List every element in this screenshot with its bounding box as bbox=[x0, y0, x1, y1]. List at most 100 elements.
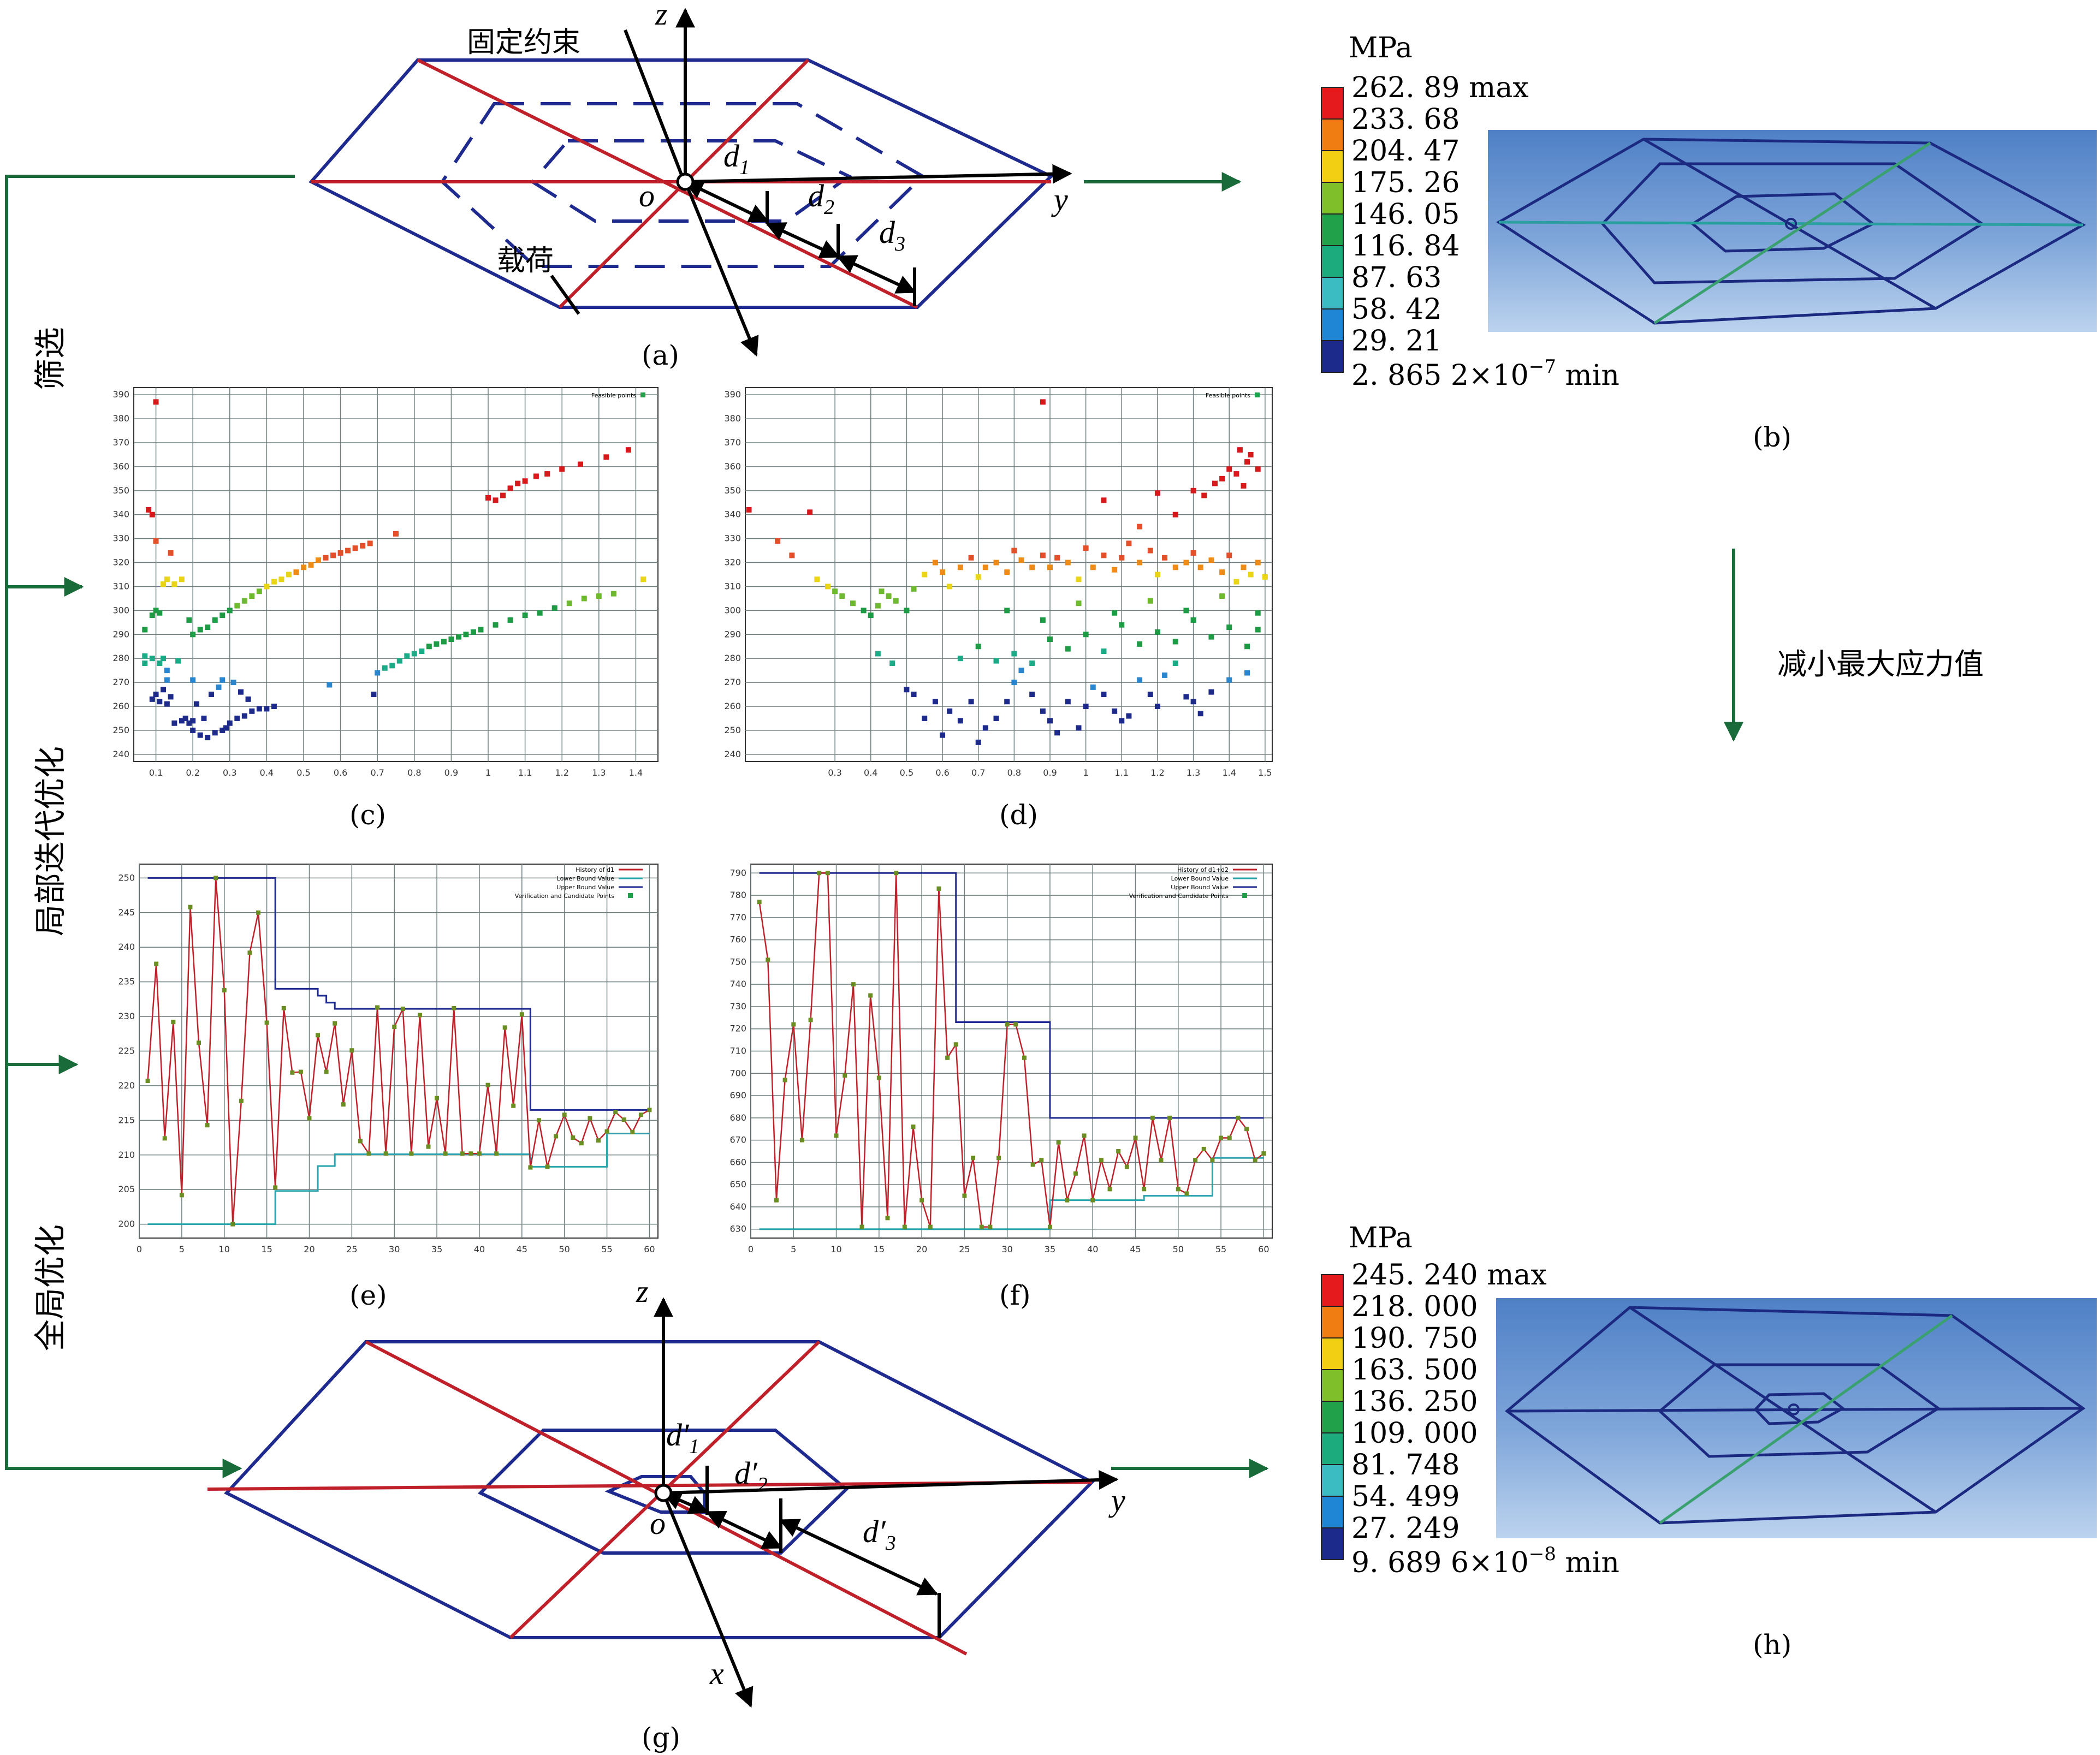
scatter-point bbox=[1172, 564, 1178, 570]
candidate-point bbox=[298, 1069, 303, 1074]
y-tick-label: 260 bbox=[112, 701, 129, 711]
candidate-point bbox=[1253, 1158, 1257, 1163]
scatter-point bbox=[640, 576, 646, 582]
scatter-point bbox=[968, 699, 974, 705]
scatter-point bbox=[201, 715, 207, 721]
candidate-point bbox=[162, 1136, 167, 1141]
scatter-point bbox=[1262, 574, 1268, 580]
scatter-point bbox=[1137, 523, 1143, 530]
x-tick-label: 1.2 bbox=[1150, 768, 1164, 778]
colorbar-cell bbox=[1321, 1432, 1344, 1465]
colorbar-cell bbox=[1321, 150, 1344, 183]
scatter-point bbox=[1112, 567, 1118, 573]
x-tick-label: 0.6 bbox=[935, 768, 949, 778]
x-tick-label: 20 bbox=[304, 1244, 315, 1254]
x-tick-label: 0.1 bbox=[149, 768, 163, 778]
x-tick-label: 55 bbox=[601, 1244, 612, 1254]
scatter-point bbox=[1162, 555, 1168, 561]
x-tick-label: 1.3 bbox=[1187, 768, 1200, 778]
candidate-point bbox=[494, 1151, 499, 1156]
y-tick-label: 330 bbox=[724, 533, 741, 544]
stress-map-h bbox=[1496, 1298, 2097, 1538]
candidate-point bbox=[1133, 1135, 1138, 1140]
y-tick-label: 200 bbox=[118, 1219, 135, 1229]
colorbar-b bbox=[1321, 87, 1344, 373]
scatter-point bbox=[161, 581, 167, 587]
load-label: 载荷 bbox=[497, 245, 554, 277]
scatter-point bbox=[1047, 564, 1053, 570]
x-tick-label: 25 bbox=[346, 1244, 357, 1254]
candidate-point bbox=[962, 1193, 967, 1198]
colorbar-cell bbox=[1321, 340, 1344, 373]
scatter-point bbox=[522, 612, 528, 618]
candidate-point bbox=[213, 876, 218, 881]
panel-label-h: (h) bbox=[1753, 1629, 1791, 1661]
colorbar-level-label: 218. 000 bbox=[1351, 1290, 1478, 1323]
candidate-point bbox=[400, 1007, 405, 1012]
scatter-point bbox=[175, 658, 181, 664]
y-tick-label: 310 bbox=[724, 581, 741, 591]
scatter-point bbox=[1147, 548, 1153, 554]
candidate-point bbox=[571, 1135, 576, 1140]
scatter-point bbox=[1248, 572, 1254, 578]
scatter-point bbox=[889, 660, 895, 666]
colorbar-level-label: 175. 26 bbox=[1351, 166, 1460, 199]
chart-d: 0.3 0.4 0.5 0.6 0.7 0.8 0.9 1 1.1 1.2 1.3 1.4 1.5 240… bbox=[724, 387, 1273, 778]
colorbar-level-label: 29. 21 bbox=[1351, 325, 1441, 358]
candidate-point bbox=[383, 1151, 388, 1156]
scatter-point bbox=[1054, 730, 1060, 736]
scatter-point bbox=[1201, 492, 1207, 498]
scatter-point bbox=[957, 564, 963, 570]
y-tick-label: 720 bbox=[729, 1024, 746, 1034]
scatter-point bbox=[220, 727, 226, 733]
legend-entry: Upper Bound Value bbox=[556, 884, 614, 891]
colorbar-level-label: 233. 68 bbox=[1351, 103, 1460, 136]
scatter-point bbox=[1137, 677, 1143, 683]
scatter-point bbox=[404, 653, 410, 659]
scatter-point bbox=[142, 653, 148, 659]
scatter-point bbox=[352, 545, 358, 551]
reduce-stress-label: 减小最大应力值 bbox=[1777, 647, 1984, 681]
history-line bbox=[147, 878, 650, 1224]
x-tick-label: 55 bbox=[1215, 1244, 1226, 1254]
candidate-point bbox=[1124, 1164, 1129, 1169]
candidate-point bbox=[638, 1113, 643, 1117]
y-tick-label: 790 bbox=[729, 867, 746, 878]
scatter-point bbox=[245, 696, 251, 702]
scatter-point bbox=[603, 454, 609, 460]
candidate-point bbox=[264, 1020, 269, 1025]
candidate-point bbox=[205, 1123, 210, 1128]
scatter-point bbox=[1090, 684, 1096, 690]
scatter-point bbox=[1219, 593, 1225, 599]
candidate-point bbox=[502, 1025, 507, 1030]
scatter-point bbox=[850, 600, 856, 606]
scatter-point bbox=[1183, 608, 1189, 614]
scatter-point bbox=[149, 612, 155, 618]
candidate-point bbox=[273, 1185, 278, 1190]
scatter-point bbox=[208, 692, 214, 698]
scatter-point bbox=[947, 708, 953, 714]
y-tick-label: 700 bbox=[729, 1068, 746, 1078]
scatter-point bbox=[1190, 699, 1196, 705]
colorbar-level-label: 54. 499 bbox=[1351, 1480, 1460, 1513]
scatter-point bbox=[1241, 564, 1247, 570]
candidate-point bbox=[1210, 1158, 1215, 1163]
y-tick-label: 390 bbox=[112, 389, 129, 400]
scatter-point bbox=[1029, 564, 1035, 570]
candidate-point bbox=[316, 1033, 321, 1038]
x-tick-label: 1.4 bbox=[629, 768, 643, 778]
x-tick-label: 5 bbox=[179, 1244, 185, 1254]
colorbar-h bbox=[1321, 1274, 1344, 1560]
diagram-g: z y x o d′1 d′2 d′3 bbox=[207, 1274, 1125, 1708]
scatter-point bbox=[596, 593, 602, 599]
y-tick-label: 330 bbox=[112, 533, 129, 544]
candidate-point bbox=[197, 1040, 201, 1045]
y-tick-label: 770 bbox=[729, 912, 746, 923]
scatter-point bbox=[190, 677, 196, 683]
colorbar-level-label: 262. 89 max bbox=[1351, 72, 1529, 104]
scatter-point bbox=[1241, 483, 1247, 489]
colorbar-level-label: 81. 748 bbox=[1351, 1449, 1460, 1482]
